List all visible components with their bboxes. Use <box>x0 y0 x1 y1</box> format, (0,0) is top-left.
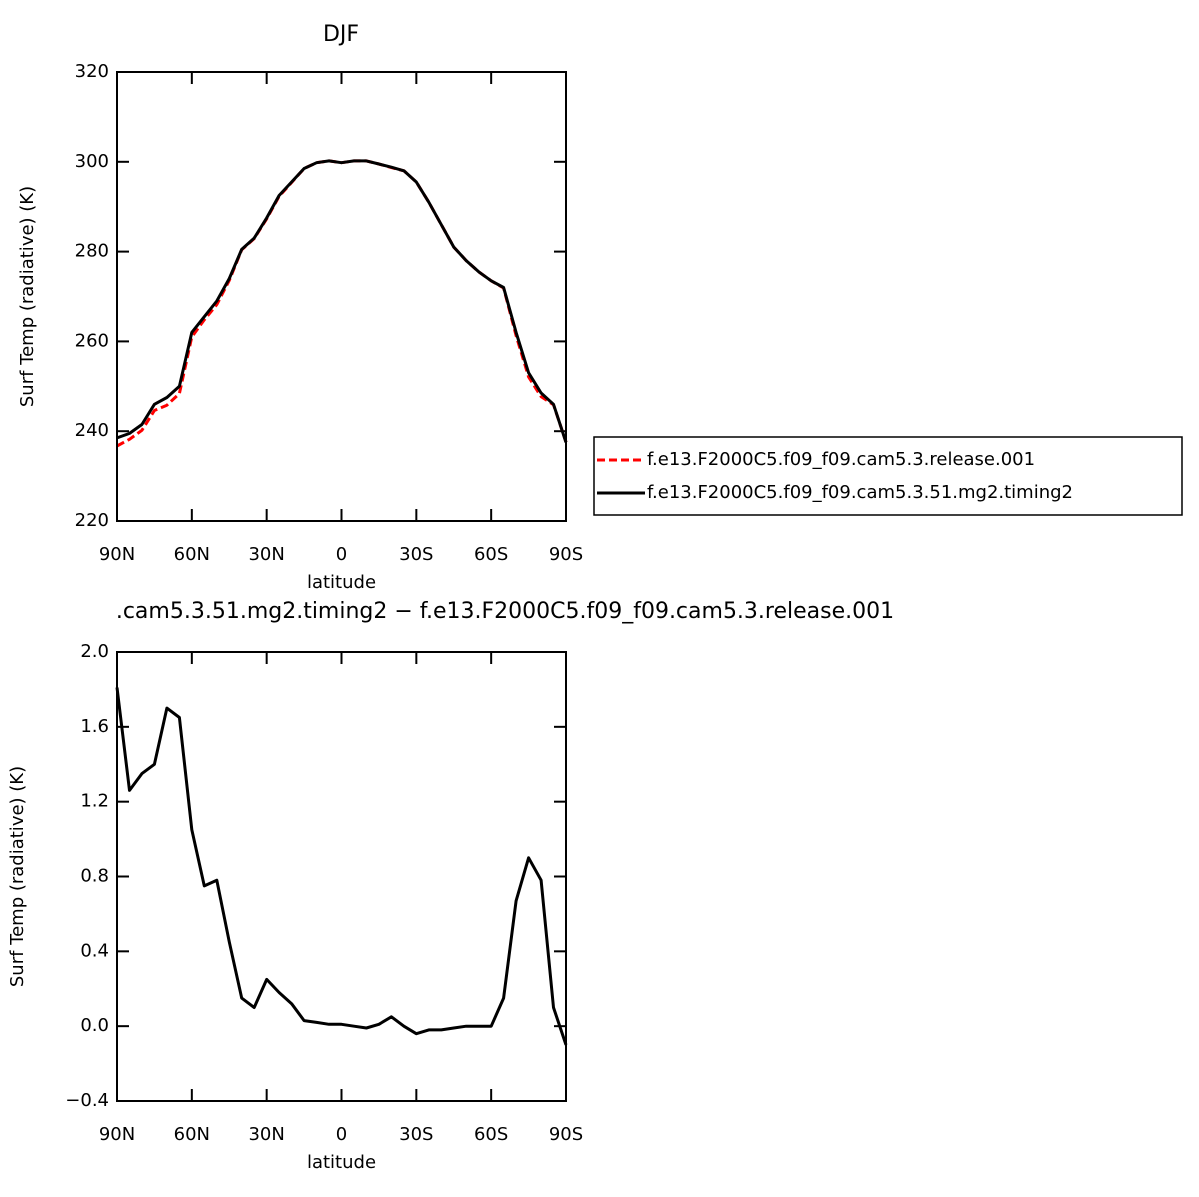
legend-label: f.e13.F2000C5.f09_f09.cam5.3.release.001 <box>647 449 1035 470</box>
y-tick-label: 240 <box>75 420 109 441</box>
x-tick-label: 90S <box>549 544 583 565</box>
y-tick-label: 0.8 <box>80 866 109 887</box>
x-tick-label: 60S <box>474 544 508 565</box>
y-tick-label: 280 <box>75 241 109 262</box>
y-tick-label: 0.0 <box>80 1015 109 1036</box>
plot-frame <box>116 71 567 522</box>
legend-label: f.e13.F2000C5.f09_f09.cam5.3.51.mg2.timi… <box>647 482 1073 503</box>
y-tick-label: 220 <box>75 510 109 531</box>
data-line <box>116 159 568 448</box>
x-axis-label: latitude <box>307 572 376 593</box>
y-tick-label: 0.4 <box>80 940 109 961</box>
y-tick-label: 260 <box>75 330 109 351</box>
x-tick-label: 90S <box>549 1124 583 1145</box>
x-tick-label: 90N <box>99 544 135 565</box>
y-tick-label: 1.2 <box>80 791 109 812</box>
y-axis-label: Surf Temp (radiative) (K) <box>7 766 28 987</box>
x-tick-label: 0 <box>336 544 347 565</box>
y-tick-label: 1.6 <box>80 716 109 737</box>
y-tick-label: −0.4 <box>65 1090 109 1111</box>
y-tick-label: 300 <box>75 151 109 172</box>
x-tick-label: 30N <box>248 1124 284 1145</box>
chart-title: DJF <box>323 22 359 47</box>
x-tick-label: 30S <box>399 544 433 565</box>
x-tick-label: 30S <box>399 1124 433 1145</box>
data-line <box>115 687 568 1046</box>
data-line <box>116 159 568 443</box>
x-tick-label: 0 <box>336 1124 347 1145</box>
x-tick-label: 90N <box>99 1124 135 1145</box>
x-tick-label: 30N <box>248 544 284 565</box>
y-tick-label: 320 <box>75 61 109 82</box>
x-axis-label: latitude <box>307 1152 376 1173</box>
chart-title: .cam5.3.51.mg2.timing2 − f.e13.F2000C5.f… <box>116 599 894 624</box>
y-axis-label: Surf Temp (radiative) (K) <box>17 186 38 407</box>
plot-frame <box>116 651 567 1102</box>
legend-box <box>593 436 1183 516</box>
y-tick-label: 2.0 <box>80 641 109 662</box>
x-tick-label: 60N <box>174 1124 210 1145</box>
x-tick-label: 60S <box>474 1124 508 1145</box>
x-tick-label: 60N <box>174 544 210 565</box>
